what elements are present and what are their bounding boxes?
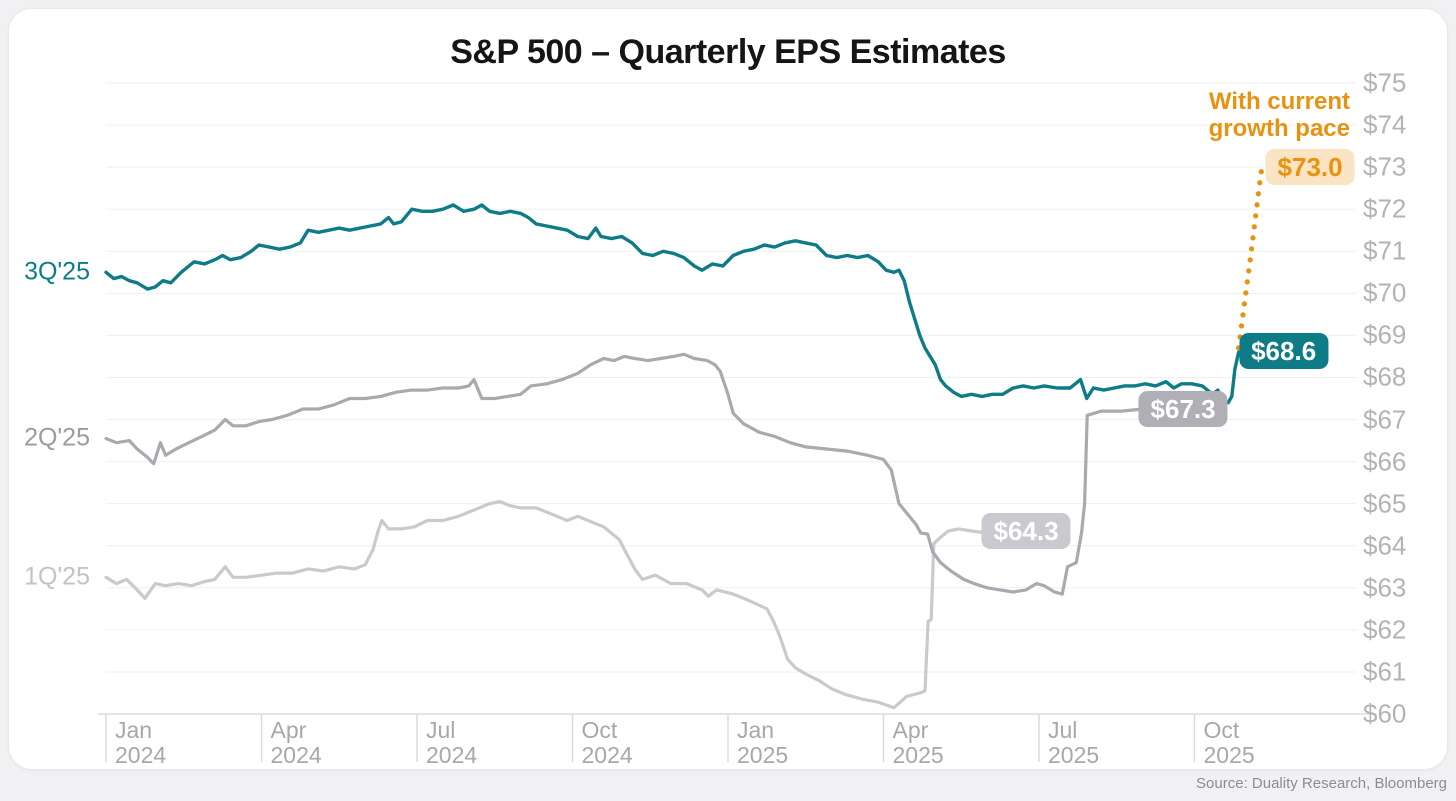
x-axis-label: Oct 2025 — [1203, 717, 1255, 768]
page-title: S&P 500 – Quarterly EPS Estimates — [450, 33, 1006, 71]
y-axis-label: $61 — [1363, 656, 1407, 687]
series-2q25-line — [104, 352, 1220, 596]
x-axis-label: Apr 2025 — [892, 717, 944, 768]
y-axis-label: $64 — [1363, 530, 1407, 561]
badge-73-0: $73.0 — [1265, 149, 1355, 186]
series-1q25-line — [104, 500, 1062, 710]
y-axis-label: $69 — [1363, 319, 1407, 350]
series-label-2q25: 2Q'25 — [24, 423, 90, 452]
y-axis-label: $70 — [1363, 277, 1407, 308]
x-axis-label: Jul 2025 — [1047, 717, 1100, 768]
badge-67-3: $67.3 — [1138, 391, 1228, 428]
x-axis-label: Oct 2024 — [581, 717, 633, 768]
y-axis-label: $71 — [1363, 235, 1407, 266]
y-axis-label: $60 — [1363, 698, 1407, 729]
y-axis-label: $72 — [1363, 193, 1407, 224]
y-axis-label: $68 — [1363, 361, 1407, 392]
y-axis-label: $65 — [1363, 488, 1407, 519]
y-axis-label: $62 — [1363, 614, 1407, 645]
x-axis-label: Jan 2024 — [115, 717, 167, 768]
y-axis-label: $75 — [1363, 67, 1407, 98]
y-axis-label: $63 — [1363, 572, 1407, 603]
y-axis-label: $74 — [1363, 109, 1407, 140]
y-axis-label: $66 — [1363, 446, 1407, 477]
badge-64-3: $64.3 — [981, 513, 1071, 549]
series-3q25-line — [104, 203, 1241, 405]
x-axis-label: Jan 2025 — [736, 717, 789, 768]
series-label-3q25: 3Q'25 — [24, 257, 90, 286]
badge-68-6: $68.6 — [1239, 333, 1329, 370]
source-credit: Source: Duality Research, Bloomberg — [1196, 775, 1447, 792]
y-axis-label: $73 — [1363, 151, 1407, 182]
y-axis-label: $67 — [1363, 404, 1407, 435]
projection-annotation: With current growth pace — [1208, 88, 1350, 142]
series-label-1q25: 1Q'25 — [24, 562, 90, 591]
x-axis-label: Jul 2024 — [425, 717, 478, 768]
x-axis-label: Apr 2024 — [270, 717, 322, 768]
projection-dotted-line — [1235, 164, 1265, 351]
